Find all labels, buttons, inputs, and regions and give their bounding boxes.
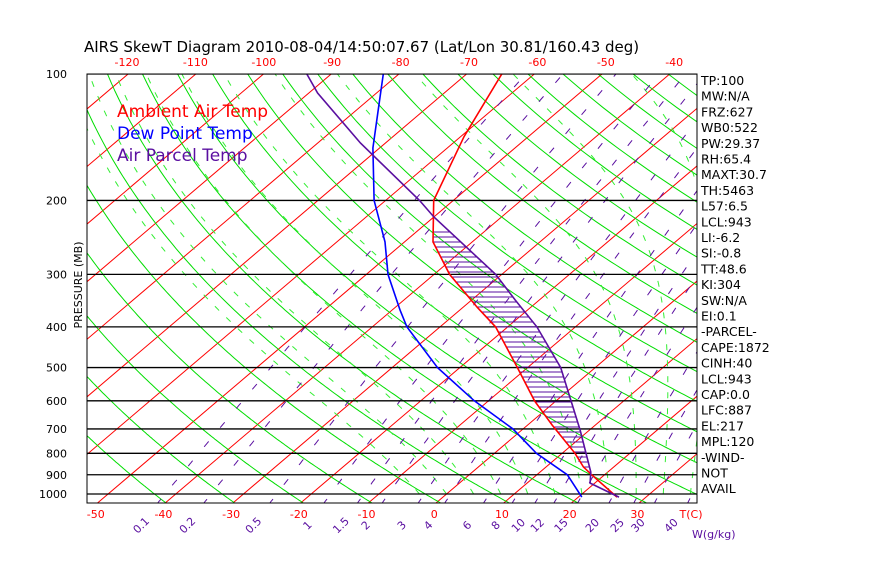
y-axis-label: PRESSURE (MB) [72,242,85,329]
index-label: LCL:943 [701,214,752,229]
bottom-temp-tick-label: -20 [290,508,308,521]
index-label: FRZ:627 [701,104,754,119]
mixing-ratio-line [381,65,712,505]
mixing-ratio-tick-label: 12 [528,516,547,535]
top-temp-tick-label: -110 [183,56,208,69]
mixing-ratio-tick-label: 0.5 [243,515,265,537]
cape-hatching [433,232,591,472]
mixing-ratio-line [269,65,624,505]
index-label: PW:29.37 [701,136,760,151]
top-temp-tick-label: -90 [323,56,341,69]
pressure-tick-label: 700 [46,423,67,436]
dry-adiabat-line [484,65,870,505]
index-label: LI:-6.2 [701,230,740,245]
dry-adiabat-line [760,65,870,505]
bottom-temp-tick-label: -40 [154,508,172,521]
index-label: AVAIL [701,481,736,496]
mixing-ratio-tick-label: 0.2 [177,515,199,537]
index-label: SW:N/A [701,293,747,308]
pressure-tick-label: 500 [46,362,67,375]
top-temp-tick-label: -60 [528,56,546,69]
top-temp-tick-label: -100 [251,56,276,69]
top-temp-tick-label: -50 [597,56,615,69]
top-temp-tick-label: -80 [392,56,410,69]
bottom-temp-tick-label: 20 [563,508,577,521]
index-label: MAXT:30.7 [701,167,767,182]
pressure-tick-label: 400 [46,321,67,334]
pressure-tick-label: 100 [46,68,67,81]
mixing-ratio-tick-label: 40 [662,516,681,535]
mixing-ratio-tick-label: 25 [608,516,627,535]
pressure-tick-label: 1000 [39,488,67,501]
dry-adiabat-line [794,65,870,505]
bottom-temp-tick-label: -10 [358,508,376,521]
dry-adiabat-line [656,65,870,505]
top-temp-tick-label: -70 [460,56,478,69]
index-label: NOT [701,466,728,481]
dry-adiabat-line [173,65,719,505]
dry-adiabat-line [311,65,870,505]
index-label: SI:-0.8 [701,246,741,261]
ambient-temp-line [433,74,617,497]
pressure-tick-label: 200 [46,194,67,207]
pressure-tick-label: 800 [46,447,67,460]
index-label: LCL:943 [701,371,752,386]
mixing-ratio-line [654,65,870,505]
mixing-ratio-tick-label: 6 [460,518,474,532]
bottom-temp-tick-label: 30 [630,508,644,521]
top-temp-tick-label: -120 [115,56,140,69]
top-temp-tick-label: -40 [665,56,683,69]
index-label: RH:65.4 [701,152,751,167]
bottom-temp-tick-label: -30 [222,508,240,521]
moist-adiabat-line [337,74,609,494]
index-label: LFC:887 [701,403,752,418]
dry-adiabat-line [518,65,870,505]
mixing-ratio-tick-label: 10 [509,516,528,535]
index-label: CAPE:1872 [701,340,770,355]
index-label: -PARCEL- [701,324,757,339]
index-label: KI:304 [701,277,741,292]
isotherm-line [0,65,71,505]
legend-parcel: Air Parcel Temp [117,146,248,166]
mixing-ratio-line [534,65,830,505]
legend-ambient: Ambient Air Temp [117,102,268,122]
index-label: WB0:522 [701,120,758,135]
pressure-tick-label: 600 [46,395,67,408]
legend: Ambient Air Temp Dew Point Temp Air Parc… [117,102,268,166]
index-label: CINH:40 [701,356,752,371]
index-label: TT:48.6 [700,261,747,276]
index-label: EL:217 [701,418,744,433]
mixing-ratio-line [553,65,845,505]
legend-dewpoint: Dew Point Temp [117,124,253,144]
isotherm-line [0,65,4,505]
isotherm-line [434,65,870,505]
index-label: TH:5463 [700,183,754,198]
index-label: L57:6.5 [701,199,748,214]
dry-adiabat-line [829,65,870,505]
index-label: TP:100 [700,73,744,88]
isotherm-line [773,65,870,505]
index-label: MPL:120 [701,434,754,449]
mixing-ratio-tick-label: 1.5 [330,515,352,537]
pressure-tick-label: 300 [46,268,67,281]
index-label: -WIND- [701,450,745,465]
index-label: EI:0.1 [701,309,737,324]
temp-axis-label: T(C) [679,508,703,521]
bottom-temp-tick-label: 0 [431,508,438,521]
mixing-ratio-tick-label: 3 [395,518,409,532]
dry-adiabat-line [345,65,870,505]
index-label: MW:N/A [701,89,750,104]
mixing-ratio-tick-label: 0.1 [131,515,153,537]
dry-adiabat-line [415,65,870,505]
mixing-ratio-tick-label: 20 [583,516,602,535]
pressure-tick-label: 900 [46,469,67,482]
stability-indices: TP:100MW:N/AFRZ:627WB0:522PW:29.37RH:65.… [700,73,770,496]
chart-title: AIRS SkewT Diagram 2010-08-04/14:50:07.6… [84,38,639,56]
index-label: CAP:0.0 [701,387,750,402]
bottom-temp-tick-label: -50 [87,508,105,521]
bottom-temp-tick-label: 10 [495,508,509,521]
mixing-ratio-axis-label: W(g/kg) [692,528,736,541]
